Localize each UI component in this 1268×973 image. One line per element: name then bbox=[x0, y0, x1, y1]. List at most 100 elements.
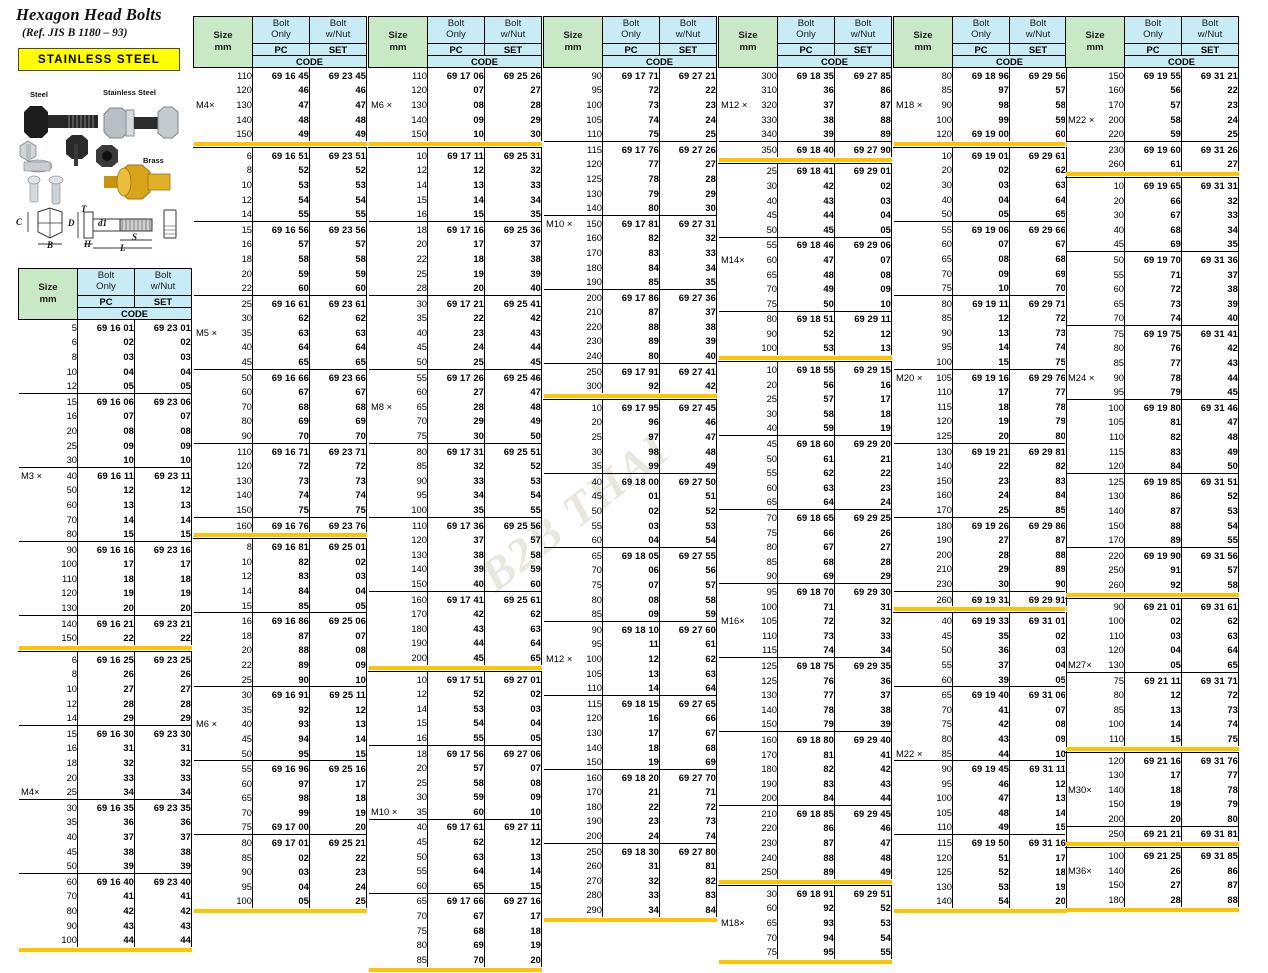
table-row: 80 69 19 11 69 29 71 bbox=[893, 294, 1067, 311]
cell-size: 125 bbox=[543, 171, 603, 186]
cell-size: 45 bbox=[718, 435, 778, 451]
table-row: M6 × 130 08 28 bbox=[368, 97, 542, 112]
cell-code-pc: 84 bbox=[1124, 458, 1182, 474]
cell-code-pc: 03 bbox=[602, 517, 660, 533]
cell-size: M12 × 320 bbox=[718, 97, 778, 112]
table-row: 45 94 14 bbox=[193, 731, 367, 746]
cell-code-set: 69 27 11 bbox=[484, 818, 542, 835]
cell-size: 40 bbox=[718, 420, 778, 436]
cell-code-pc: 69 17 56 bbox=[427, 744, 485, 761]
cell-size: M5 × 35 bbox=[193, 325, 253, 340]
size-value: 140 bbox=[236, 113, 252, 125]
table-row: 140 74 74 bbox=[193, 487, 367, 503]
cell-code-pc: 44 bbox=[427, 635, 485, 651]
cell-code-set: 47 bbox=[484, 384, 542, 400]
cell-code-pc: 69 17 61 bbox=[427, 818, 485, 835]
cell-code-pc: 69 18 51 bbox=[777, 310, 835, 327]
cell-code-set: 09 bbox=[834, 281, 892, 296]
cell-code-pc: 93 bbox=[252, 716, 310, 732]
cell-code-pc: 25 bbox=[427, 354, 485, 370]
cell-code-pc: 27 bbox=[427, 384, 485, 400]
size-value: 200 bbox=[936, 548, 952, 560]
cell-code-set: 47 bbox=[1181, 414, 1239, 430]
size-value: 130 bbox=[236, 98, 252, 110]
table-row: 55 37 04 bbox=[893, 657, 1067, 672]
table-row: 16 31 31 bbox=[18, 740, 192, 756]
table-row: 65 48 08 bbox=[718, 266, 892, 282]
cell-size: 20 bbox=[718, 376, 778, 392]
cell-size: 150 bbox=[543, 754, 603, 770]
group-separator-row bbox=[368, 141, 542, 148]
table-header-row-2: PC SET bbox=[369, 43, 542, 56]
cell-code-pc: 33 bbox=[77, 769, 135, 785]
size-value: 65 bbox=[766, 496, 777, 508]
cell-code-set: 42 bbox=[834, 761, 892, 776]
cell-code-pc: 62 bbox=[777, 465, 835, 481]
table-row: 250 91 57 bbox=[1065, 562, 1239, 578]
size-value: 40 bbox=[241, 718, 252, 730]
size-value: 25 bbox=[766, 393, 777, 405]
cell-size: 45 bbox=[368, 339, 428, 355]
cell-code-pc: 84 bbox=[602, 259, 660, 275]
cell-code-set: 19 bbox=[834, 420, 892, 436]
table-row: 60 39 05 bbox=[893, 671, 1067, 687]
size-value: 70 bbox=[591, 564, 602, 576]
cell-code-set: 03 bbox=[309, 568, 367, 584]
size-value: 55 bbox=[941, 658, 952, 670]
cell-code-set: 40 bbox=[484, 280, 542, 296]
size-group-label: M20 × bbox=[896, 371, 923, 383]
size-value: 170 bbox=[586, 786, 602, 798]
size-value: 100 bbox=[1108, 615, 1124, 627]
cell-code-set: 30 bbox=[659, 200, 717, 216]
table-row: 25 09 09 bbox=[18, 437, 192, 453]
size-value: 95 bbox=[241, 880, 252, 892]
cell-code-set: 52 bbox=[309, 162, 367, 178]
table-row: 20 08 08 bbox=[18, 423, 192, 438]
table-row: 90 33 53 bbox=[368, 473, 542, 488]
table-row: 90 69 19 45 69 31 11 bbox=[893, 760, 1067, 776]
cell-code-set: 70 bbox=[1009, 280, 1067, 296]
table-row: 14 53 03 bbox=[368, 700, 542, 716]
table-row: 120 77 27 bbox=[543, 156, 717, 172]
table-row: 150 23 83 bbox=[893, 473, 1067, 488]
group-separator-row bbox=[543, 393, 717, 400]
cell-code-pc: 69 19 60 bbox=[1124, 140, 1182, 157]
cell-code-set: 69 29 56 bbox=[1009, 66, 1067, 83]
cell-code-pc: 19 bbox=[1124, 796, 1182, 812]
size-value: 35 bbox=[591, 460, 602, 472]
size-value: 110 bbox=[937, 821, 952, 833]
table-row: 70 69 18 65 69 29 25 bbox=[718, 509, 892, 525]
size-value: 105 bbox=[761, 615, 777, 627]
header-code: CODE bbox=[252, 55, 367, 68]
size-value: 110 bbox=[412, 69, 427, 81]
cell-size: 210 bbox=[893, 561, 953, 577]
cell-code-pc: 69 18 15 bbox=[602, 694, 660, 711]
cell-size: 70 bbox=[893, 265, 953, 281]
cell-size: 330 bbox=[718, 111, 778, 127]
cell-code-set: 54 bbox=[659, 532, 717, 548]
cell-code-pc: 03 bbox=[77, 349, 135, 364]
cell-size: 80 bbox=[893, 66, 953, 83]
table-row: 95 46 12 bbox=[893, 775, 1067, 791]
table-row: 170 83 33 bbox=[543, 245, 717, 260]
cell-size: 200 bbox=[543, 828, 603, 844]
cell-size: 10 bbox=[193, 177, 253, 192]
cell-size: 75 bbox=[718, 524, 778, 540]
cell-size: 30 bbox=[543, 443, 603, 459]
cell-code-pc: 02 bbox=[1124, 613, 1182, 628]
cell-code-pc: 15 bbox=[1124, 731, 1182, 746]
table-row: M3 × 40 69 16 11 69 23 11 bbox=[18, 466, 192, 483]
table-row: 18 87 07 bbox=[193, 627, 367, 643]
cell-code-set: 59 bbox=[309, 265, 367, 281]
size-value: 20 bbox=[241, 644, 252, 656]
cell-code-pc: 63 bbox=[777, 480, 835, 495]
size-value: 30 bbox=[941, 178, 952, 190]
cell-size: M22 × 85 bbox=[893, 745, 953, 761]
cell-code-set: 62 bbox=[1181, 613, 1239, 628]
cell-code-set: 46 bbox=[309, 82, 367, 98]
cell-size: 50 bbox=[893, 642, 953, 658]
table-row: M12 × 320 37 87 bbox=[718, 97, 892, 112]
cell-code-set: 07 bbox=[134, 408, 192, 424]
cell-size: 105 bbox=[893, 805, 953, 820]
cell-code-set: 39 bbox=[834, 716, 892, 732]
